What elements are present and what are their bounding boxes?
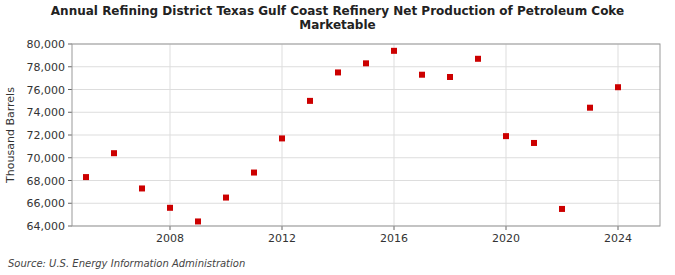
y-grid-line (72, 180, 660, 181)
y-tick-label: 72,000 (27, 129, 66, 142)
x-tick-label: 2020 (492, 232, 520, 245)
point (111, 150, 117, 156)
x-tick (394, 226, 395, 230)
x-tick-label: 2008 (156, 232, 184, 245)
y-tick (68, 66, 72, 67)
x-tick (170, 226, 171, 230)
point (167, 205, 173, 211)
points (83, 48, 621, 225)
title-line: Marketable (299, 18, 375, 32)
chart: 2008 2012 2016 2020 2024 64,000 66,000 68,000 70… (0, 0, 675, 275)
y-grid-line (72, 66, 660, 67)
x-tick (618, 226, 619, 230)
y-tick (68, 135, 72, 136)
y-tick-label: 66,000 (27, 197, 66, 210)
title: Annual Refining District Texas Gulf Coas… (51, 4, 624, 32)
y-tick (68, 226, 72, 227)
y-grid-line (72, 135, 660, 136)
point (559, 206, 565, 212)
point (391, 48, 397, 54)
x-tick (282, 226, 283, 230)
point (251, 170, 257, 176)
y-tick (68, 203, 72, 204)
y-tick (68, 157, 72, 158)
y-tick-label: 74,000 (27, 106, 66, 119)
y-tick-label: 76,000 (27, 84, 66, 97)
x-tick (506, 226, 507, 230)
point (503, 133, 509, 139)
point (447, 74, 453, 80)
point (475, 56, 481, 62)
point (615, 84, 621, 90)
y-tick-label: 70,000 (27, 152, 66, 165)
y-tick (68, 112, 72, 113)
point (363, 60, 369, 66)
point (419, 72, 425, 78)
y-grid-line (72, 157, 660, 158)
y-tick-label: 64,000 (27, 220, 66, 233)
y-tick-label: 68,000 (27, 175, 66, 188)
point (279, 135, 285, 141)
source-note: Source: U.S. Energy Information Administ… (8, 258, 245, 269)
x-tick-label: 2016 (380, 232, 408, 245)
point (587, 105, 593, 111)
plot-frame (72, 44, 660, 226)
y-tick (68, 44, 72, 45)
point (307, 98, 313, 104)
grid (72, 44, 660, 226)
title-line: Annual Refining District Texas Gulf Coas… (51, 4, 624, 18)
point (83, 174, 89, 180)
y-tick-label: 80,000 (27, 38, 66, 51)
point (335, 69, 341, 75)
point (531, 140, 537, 146)
y-axis-label: Thousand Barrels (4, 87, 17, 184)
x-tick-label: 2024 (604, 232, 632, 245)
y-grid-line (72, 89, 660, 90)
point (195, 218, 201, 224)
y-tick-label: 78,000 (27, 61, 66, 74)
point (223, 195, 229, 201)
y-grid-line (72, 112, 660, 113)
y-tick (68, 180, 72, 181)
y-grid-line (72, 203, 660, 204)
y-tick (68, 89, 72, 90)
point (139, 185, 145, 191)
x-tick-label: 2012 (268, 232, 296, 245)
